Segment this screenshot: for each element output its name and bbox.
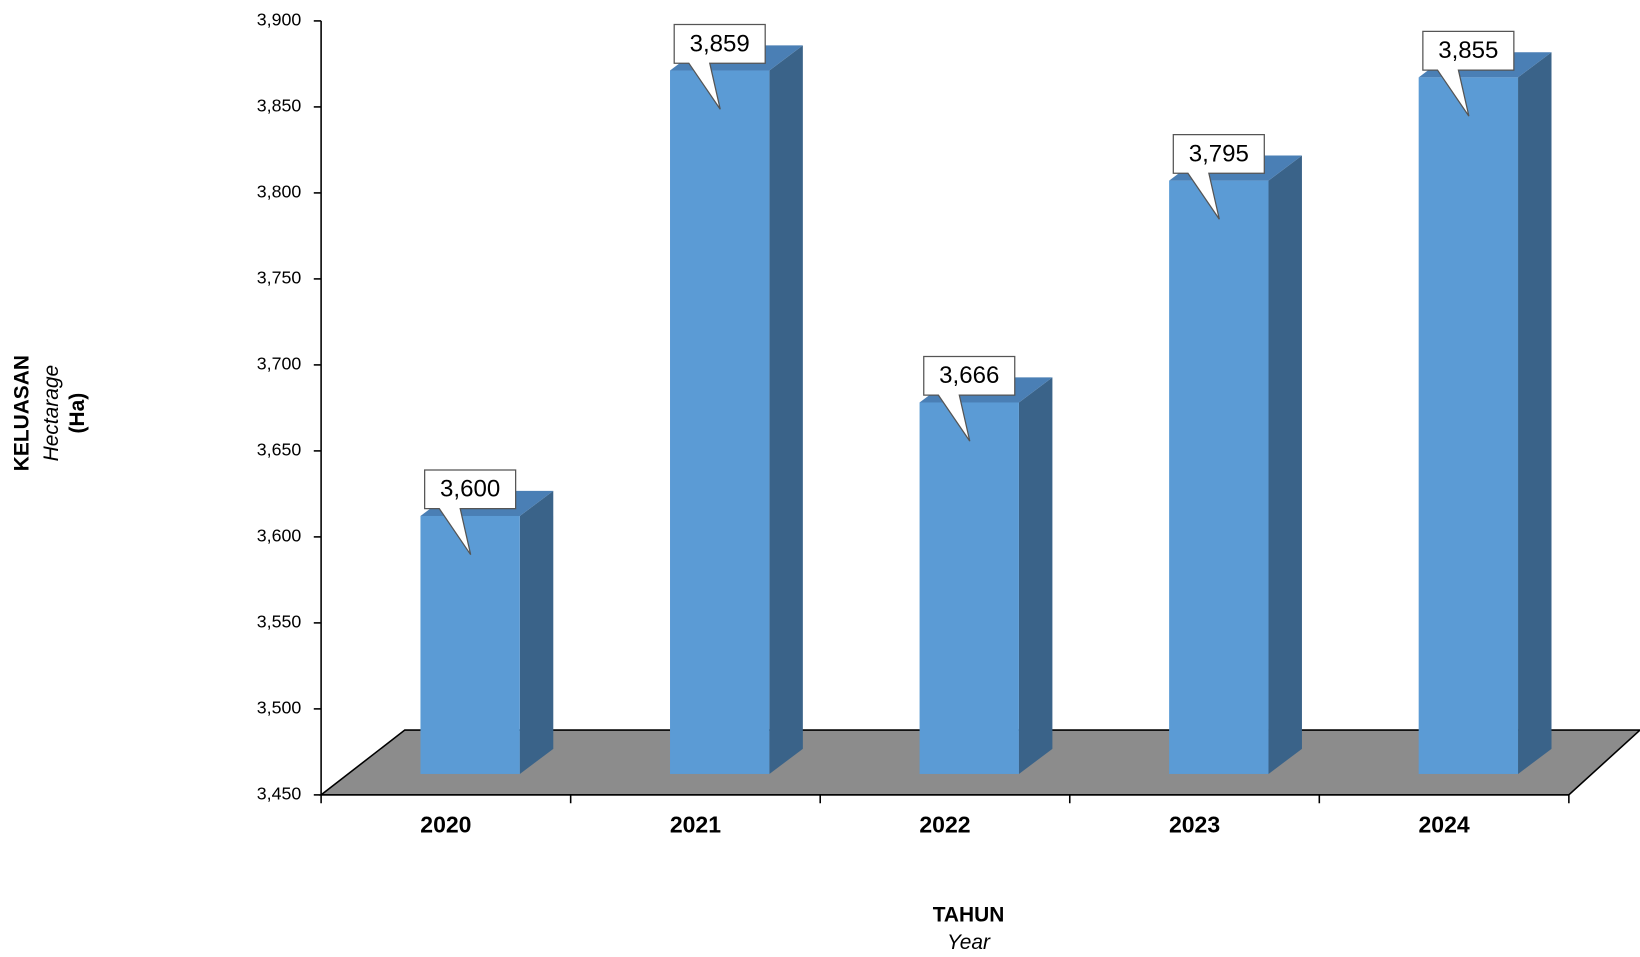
bar-side xyxy=(1268,155,1302,774)
bar-side xyxy=(769,45,803,774)
bar-side xyxy=(1018,377,1053,774)
x-tick-label: 2021 xyxy=(670,811,721,837)
callout xyxy=(1422,30,1515,117)
y-title: KELUASAN Hectarage (Ha) xyxy=(11,355,89,471)
bar xyxy=(1169,180,1269,774)
x-tick-label: 2022 xyxy=(919,811,970,837)
value-label: 3,795 xyxy=(1189,140,1249,167)
x-label-sub: Year xyxy=(947,931,991,954)
y-label: KELUASAN xyxy=(11,355,34,471)
x-tick-label: 2024 xyxy=(1419,811,1470,837)
bar xyxy=(919,402,1019,774)
y-tick-label: 3,650 xyxy=(257,440,302,460)
y-label-unit: (Ha) xyxy=(66,393,89,434)
y-tick-label: 3,800 xyxy=(257,182,302,202)
bar xyxy=(1418,77,1519,774)
x-tick-label: 2020 xyxy=(420,811,471,837)
callout xyxy=(424,469,517,556)
callout xyxy=(923,355,1016,442)
y-tick-label: 3,500 xyxy=(257,698,302,718)
callout xyxy=(1172,133,1265,220)
y-tick-label: 3,700 xyxy=(257,354,302,374)
y-tick-label: 3,600 xyxy=(257,526,302,546)
bar xyxy=(670,70,770,774)
bar-side xyxy=(519,490,554,774)
y-tick-label: 3,750 xyxy=(257,268,302,288)
y-tick-label: 3,900 xyxy=(257,10,302,30)
y-tick-label: 3,450 xyxy=(257,784,302,804)
x-label: TAHUN xyxy=(933,904,1005,927)
y-label-sub: Hectarage xyxy=(40,365,63,461)
bar-side xyxy=(1518,52,1552,774)
value-label: 3,600 xyxy=(440,476,500,503)
y-tick-label: 3,550 xyxy=(257,612,302,632)
value-label: 3,859 xyxy=(690,30,750,57)
x-tick-label: 2023 xyxy=(1169,811,1220,837)
callout xyxy=(673,23,766,110)
y-tick-label: 3,850 xyxy=(257,96,302,116)
value-label: 3,855 xyxy=(1438,37,1498,64)
value-label: 3,666 xyxy=(939,362,999,389)
bar xyxy=(420,515,520,774)
